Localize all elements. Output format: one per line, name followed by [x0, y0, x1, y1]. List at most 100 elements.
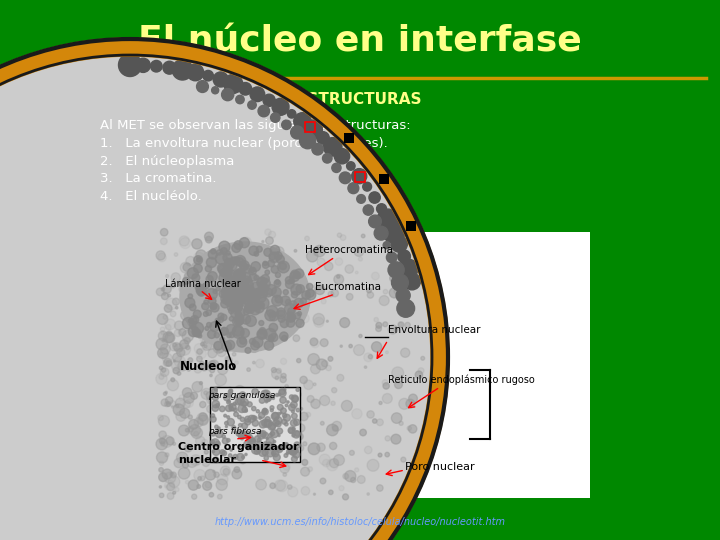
Circle shape — [171, 283, 175, 288]
Circle shape — [270, 406, 274, 410]
Circle shape — [240, 237, 251, 248]
Circle shape — [162, 469, 172, 479]
Circle shape — [228, 293, 238, 303]
Circle shape — [306, 413, 310, 417]
Circle shape — [219, 241, 230, 252]
Circle shape — [188, 415, 192, 419]
Circle shape — [294, 272, 301, 279]
Circle shape — [215, 374, 227, 386]
Circle shape — [161, 293, 168, 300]
Circle shape — [136, 58, 150, 72]
Circle shape — [194, 418, 203, 427]
Circle shape — [363, 183, 372, 191]
Circle shape — [340, 345, 343, 347]
Circle shape — [180, 238, 191, 248]
Circle shape — [202, 459, 210, 467]
Circle shape — [210, 302, 217, 309]
Circle shape — [157, 314, 168, 325]
Circle shape — [248, 440, 256, 447]
Circle shape — [213, 318, 216, 320]
Circle shape — [215, 430, 223, 437]
Circle shape — [220, 314, 227, 321]
Circle shape — [166, 437, 174, 445]
Bar — [305, 122, 315, 132]
Text: ESTRUCTURAS: ESTRUCTURAS — [298, 92, 422, 107]
Circle shape — [166, 397, 173, 404]
Circle shape — [185, 399, 193, 407]
Circle shape — [276, 368, 282, 373]
Circle shape — [179, 395, 185, 401]
Circle shape — [197, 286, 206, 295]
Circle shape — [387, 252, 397, 262]
Circle shape — [222, 341, 232, 351]
Circle shape — [266, 437, 269, 440]
Circle shape — [194, 255, 202, 265]
Text: Poro nuclear: Poro nuclear — [405, 462, 474, 472]
Circle shape — [240, 286, 247, 293]
Circle shape — [283, 289, 288, 295]
Circle shape — [163, 392, 166, 395]
Circle shape — [257, 278, 266, 288]
Circle shape — [274, 252, 282, 260]
Circle shape — [220, 403, 229, 413]
Circle shape — [334, 274, 343, 284]
Circle shape — [263, 261, 267, 266]
Circle shape — [161, 288, 165, 291]
Circle shape — [253, 337, 261, 345]
Circle shape — [376, 326, 382, 332]
Circle shape — [300, 293, 303, 297]
Circle shape — [165, 391, 167, 394]
Circle shape — [268, 423, 276, 430]
Circle shape — [204, 232, 213, 241]
Circle shape — [281, 453, 290, 462]
Circle shape — [227, 416, 230, 418]
Circle shape — [234, 386, 246, 396]
Circle shape — [276, 394, 279, 396]
Circle shape — [211, 414, 215, 417]
Circle shape — [288, 487, 298, 497]
Circle shape — [258, 105, 269, 117]
Circle shape — [207, 272, 217, 281]
Circle shape — [265, 431, 269, 436]
Circle shape — [369, 215, 382, 228]
Circle shape — [242, 423, 248, 429]
Circle shape — [199, 290, 206, 298]
Circle shape — [274, 480, 286, 491]
Circle shape — [229, 332, 235, 338]
Circle shape — [228, 291, 235, 299]
Circle shape — [328, 490, 333, 495]
Circle shape — [243, 285, 252, 293]
Text: Heterocromatina: Heterocromatina — [305, 245, 393, 255]
Circle shape — [181, 295, 186, 301]
Circle shape — [294, 431, 300, 436]
Circle shape — [327, 460, 338, 471]
Circle shape — [162, 340, 164, 342]
Circle shape — [252, 388, 258, 395]
Circle shape — [228, 287, 239, 298]
Circle shape — [287, 110, 296, 118]
Ellipse shape — [180, 242, 310, 352]
Circle shape — [173, 342, 181, 350]
Circle shape — [349, 450, 354, 455]
Circle shape — [294, 298, 303, 308]
Circle shape — [217, 494, 222, 499]
Circle shape — [271, 288, 279, 298]
Circle shape — [331, 289, 338, 297]
Circle shape — [181, 310, 190, 320]
Circle shape — [280, 397, 287, 403]
Text: Reticulo endoplásmico rugoso: Reticulo endoplásmico rugoso — [388, 375, 535, 385]
Circle shape — [258, 416, 261, 419]
Circle shape — [188, 298, 191, 300]
Circle shape — [225, 269, 230, 275]
Circle shape — [264, 248, 272, 256]
Circle shape — [292, 427, 295, 430]
Circle shape — [397, 282, 408, 294]
Circle shape — [233, 256, 239, 264]
Circle shape — [249, 454, 256, 460]
Circle shape — [239, 238, 249, 248]
Circle shape — [212, 304, 216, 309]
Circle shape — [240, 329, 249, 338]
Circle shape — [278, 446, 283, 451]
Circle shape — [388, 325, 397, 334]
Circle shape — [245, 275, 254, 284]
